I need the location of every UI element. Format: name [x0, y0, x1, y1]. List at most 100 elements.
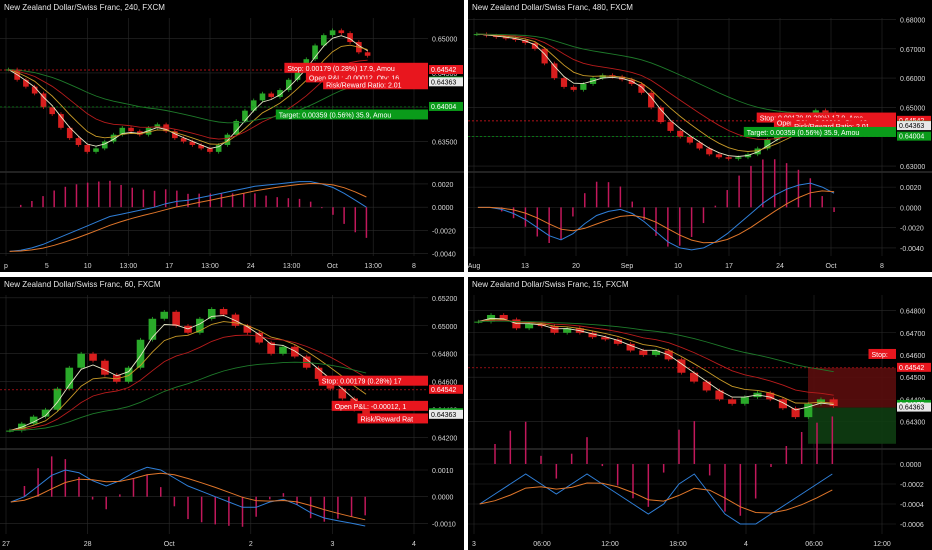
candle-body — [766, 392, 775, 400]
candle-body — [77, 353, 85, 368]
time-tick-label: 17 — [725, 263, 733, 270]
price-tick-label: 0.65000 — [900, 105, 925, 112]
price-tick-label: 0.63500 — [432, 140, 457, 147]
indicator-tick-label: -0.0040 — [900, 246, 924, 253]
price-level-label: 0.64363 — [431, 79, 456, 86]
candle-body — [233, 120, 239, 135]
candle-body — [137, 131, 143, 135]
chart-panel-240[interactable]: 0.650000.645000.640000.635000.00200.0000… — [0, 0, 464, 272]
candle-body — [473, 34, 480, 36]
chart-panel-480[interactable]: 0.680000.670000.660000.650000.640000.630… — [468, 0, 932, 272]
time-tick-label: 06:00 — [533, 541, 551, 548]
candle-body — [291, 346, 299, 357]
indicator-tick-label: 0.0010 — [432, 468, 454, 475]
candle-body — [791, 408, 800, 418]
moving-average-line — [9, 321, 367, 432]
price-level-label: 0.64542 — [899, 365, 924, 372]
moving-average-line — [476, 33, 836, 140]
time-tick-label: Oct — [826, 263, 837, 270]
candle-body — [101, 141, 108, 149]
price-level-label-box — [429, 409, 463, 419]
price-tick-label: 0.64800 — [432, 352, 457, 359]
candle-body — [285, 79, 292, 91]
candle-body — [242, 110, 248, 121]
candle-body — [160, 311, 169, 319]
time-tick-label: 13:00 — [120, 263, 138, 270]
time-tick-label: 13:00 — [364, 263, 382, 270]
price-tick-label: 0.65000 — [432, 37, 457, 44]
candle-body — [638, 83, 645, 93]
indicator-tick-label: 0.0000 — [900, 462, 922, 469]
price-level-label-box — [429, 101, 463, 111]
candle-body — [474, 321, 483, 323]
time-tick-label: 5 — [45, 263, 49, 270]
macd-line — [479, 473, 833, 525]
indicator-tick-label: 0.0020 — [900, 185, 922, 192]
time-tick-label: 17 — [165, 263, 173, 270]
time-tick-label: Oct — [164, 541, 175, 548]
price-tick-label: 0.65200 — [432, 296, 457, 303]
price-tick-label: 0.66000 — [900, 76, 925, 83]
candle-body — [6, 430, 14, 432]
price-tick-label: 0.67000 — [900, 47, 925, 54]
candle-body — [560, 78, 568, 87]
indicator-tick-label: -0.0010 — [432, 521, 456, 528]
price-tick-label: 0.64600 — [432, 380, 457, 387]
time-tick-label: 4 — [744, 541, 748, 548]
candle-body — [829, 399, 838, 407]
price-level-label: 0.64363 — [431, 412, 456, 419]
signal-line — [479, 482, 833, 514]
signal-line — [477, 190, 835, 244]
candle-body — [822, 110, 829, 114]
candle-body — [58, 114, 64, 128]
time-tick-label: Sep — [621, 263, 634, 270]
candle-body — [764, 139, 771, 149]
candle-body — [735, 157, 742, 159]
candle-body — [541, 48, 548, 64]
indicator-tick-label: -0.0004 — [900, 502, 924, 509]
candle-body — [145, 127, 152, 135]
candle-body — [816, 399, 826, 404]
chart-panel-15[interactable]: 0.648000.647000.646000.645000.644000.643… — [468, 277, 932, 550]
position-annotation-box — [357, 413, 428, 424]
price-tick-label: 0.64500 — [432, 71, 457, 78]
candle-body — [243, 325, 252, 333]
candle-body — [696, 142, 703, 149]
time-tick-label: 8 — [880, 263, 884, 270]
candle-body — [531, 42, 539, 49]
candle-body — [550, 326, 559, 333]
candle-body — [172, 131, 178, 139]
candle-body — [570, 86, 577, 90]
position-annotation-box — [284, 62, 428, 73]
position-annotation-text: Open P&L: -0.00012, 1 — [335, 404, 407, 411]
candle-body — [250, 100, 257, 111]
candle-body — [49, 107, 55, 115]
candle-body — [499, 314, 508, 320]
macd-line — [10, 466, 366, 527]
candle-body — [628, 79, 635, 84]
macd-line — [9, 181, 367, 252]
candle-body — [312, 45, 318, 60]
time-tick-label: 3 — [330, 541, 334, 548]
candle-body — [41, 409, 50, 417]
candle-body — [268, 93, 275, 97]
chart-title: New Zealand Dollar/Swiss Franc, 15, FXCM — [472, 280, 629, 289]
candle-body — [172, 311, 180, 326]
candle-body — [314, 367, 323, 379]
moving-average-line — [476, 33, 836, 114]
price-tick-label: 0.64600 — [900, 353, 925, 360]
moving-average-line — [9, 315, 367, 432]
time-tick-label: 12:00 — [601, 541, 619, 548]
price-level-label-box — [897, 362, 931, 372]
candle-body — [740, 397, 749, 404]
chart-panel-60[interactable]: 0.652000.650000.648000.646000.644000.642… — [0, 277, 464, 550]
time-tick-label: 27 — [2, 541, 10, 548]
time-tick-label: 10 — [84, 263, 92, 270]
indicator-tick-label: -0.0040 — [432, 252, 456, 259]
candle-body — [588, 332, 597, 338]
time-tick-label: 24 — [247, 263, 255, 270]
indicator-tick-label: -0.0020 — [900, 226, 924, 233]
price-tick-label: 0.64700 — [900, 331, 925, 338]
candle-body — [690, 372, 699, 382]
candle-body — [651, 350, 661, 355]
